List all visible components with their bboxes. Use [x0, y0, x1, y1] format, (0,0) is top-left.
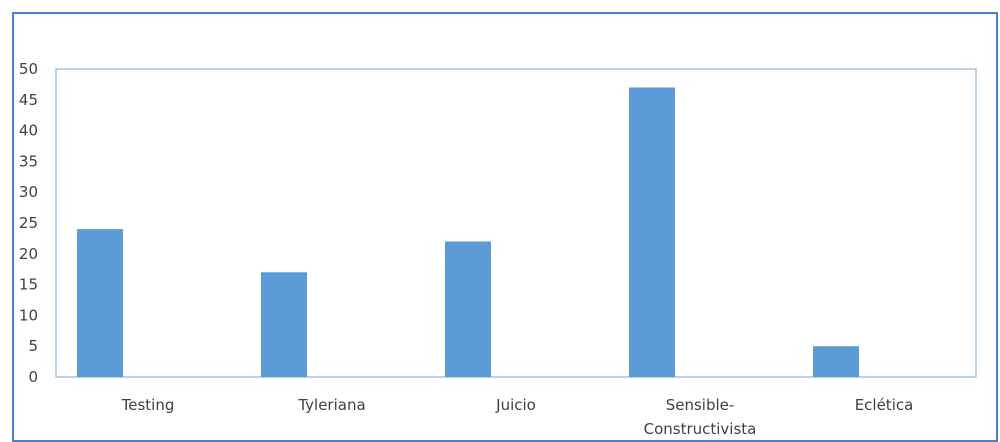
- y-tick-label: 35: [19, 152, 38, 170]
- bar-juicio: [445, 241, 491, 377]
- bar-sensible-constructivista: [629, 87, 675, 377]
- y-tick-label: 40: [19, 122, 38, 140]
- y-tick-label: 25: [19, 214, 38, 232]
- x-tick-label: Eclética: [855, 396, 914, 414]
- bars: [77, 87, 859, 377]
- y-axis: 0 5 10 15 20 25 30 35 40 45 50: [19, 60, 38, 386]
- x-tick-label-line: Testing: [121, 396, 175, 414]
- x-tick-label: Tyleriana: [297, 396, 365, 414]
- bar-testing: [77, 229, 123, 377]
- x-tick-label-line: Sensible-: [666, 396, 735, 414]
- y-tick-label: 50: [19, 60, 38, 78]
- x-tick-label-line: Tyleriana: [297, 396, 365, 414]
- plot-area: [55, 68, 977, 378]
- y-tick-label: 5: [28, 337, 38, 355]
- y-tick-label: 30: [19, 183, 38, 201]
- bar-eclética: [813, 346, 859, 377]
- bar-tyleriana: [261, 272, 307, 377]
- y-tick-label: 15: [19, 276, 38, 294]
- y-tick-label: 0: [28, 368, 38, 386]
- x-tick-label-line: Eclética: [855, 396, 914, 414]
- x-axis: Testing Tyleriana Juicio Sensible- Construct…: [121, 396, 914, 436]
- x-tick-label: Testing: [121, 396, 175, 414]
- x-tick-label-line: Juicio: [495, 396, 536, 414]
- x-tick-label: Sensible- Constructivista: [644, 396, 757, 436]
- y-tick-label: 20: [19, 245, 38, 263]
- x-tick-label: Juicio: [495, 396, 536, 414]
- y-tick-label: 45: [19, 91, 38, 109]
- x-tick-label-line: Constructivista: [644, 420, 757, 436]
- y-tick-label: 10: [19, 306, 38, 324]
